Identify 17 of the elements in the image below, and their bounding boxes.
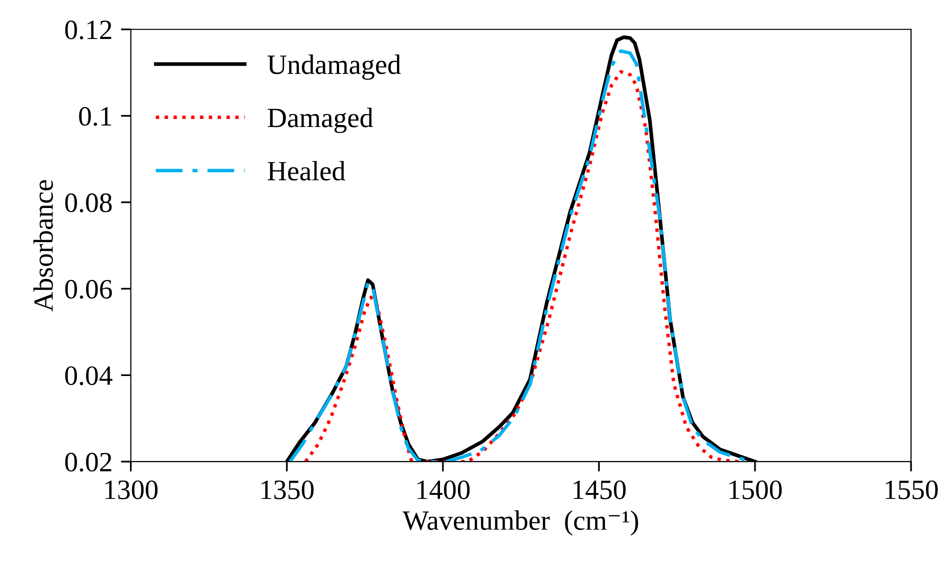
x-tick-label: 1550 [886, 480, 938, 500]
y-tick-label: 0.04 [65, 366, 112, 386]
x-axis-title: Wavenumber (cm⁻¹) [402, 510, 638, 536]
y-tick-label: 0.02 [65, 452, 112, 472]
legend-label: Damaged [268, 108, 374, 134]
legend-label: Undamaged [268, 54, 401, 80]
x-tick-label: 1450 [574, 480, 626, 500]
y-tick-label: 0.12 [65, 20, 112, 40]
x-tick-label: 1300 [105, 480, 158, 500]
legend-label: Healed [268, 160, 346, 181]
y-tick-label: 0.1 [79, 106, 112, 126]
y-axis-title: Absorbance [33, 180, 53, 312]
x-tick-label: 1400 [418, 480, 470, 500]
y-tick-label: 0.08 [65, 193, 112, 212]
y-tick-label: 0.06 [65, 280, 112, 299]
x-tick-label: 1350 [262, 480, 314, 500]
x-tick-label: 1500 [730, 480, 782, 500]
